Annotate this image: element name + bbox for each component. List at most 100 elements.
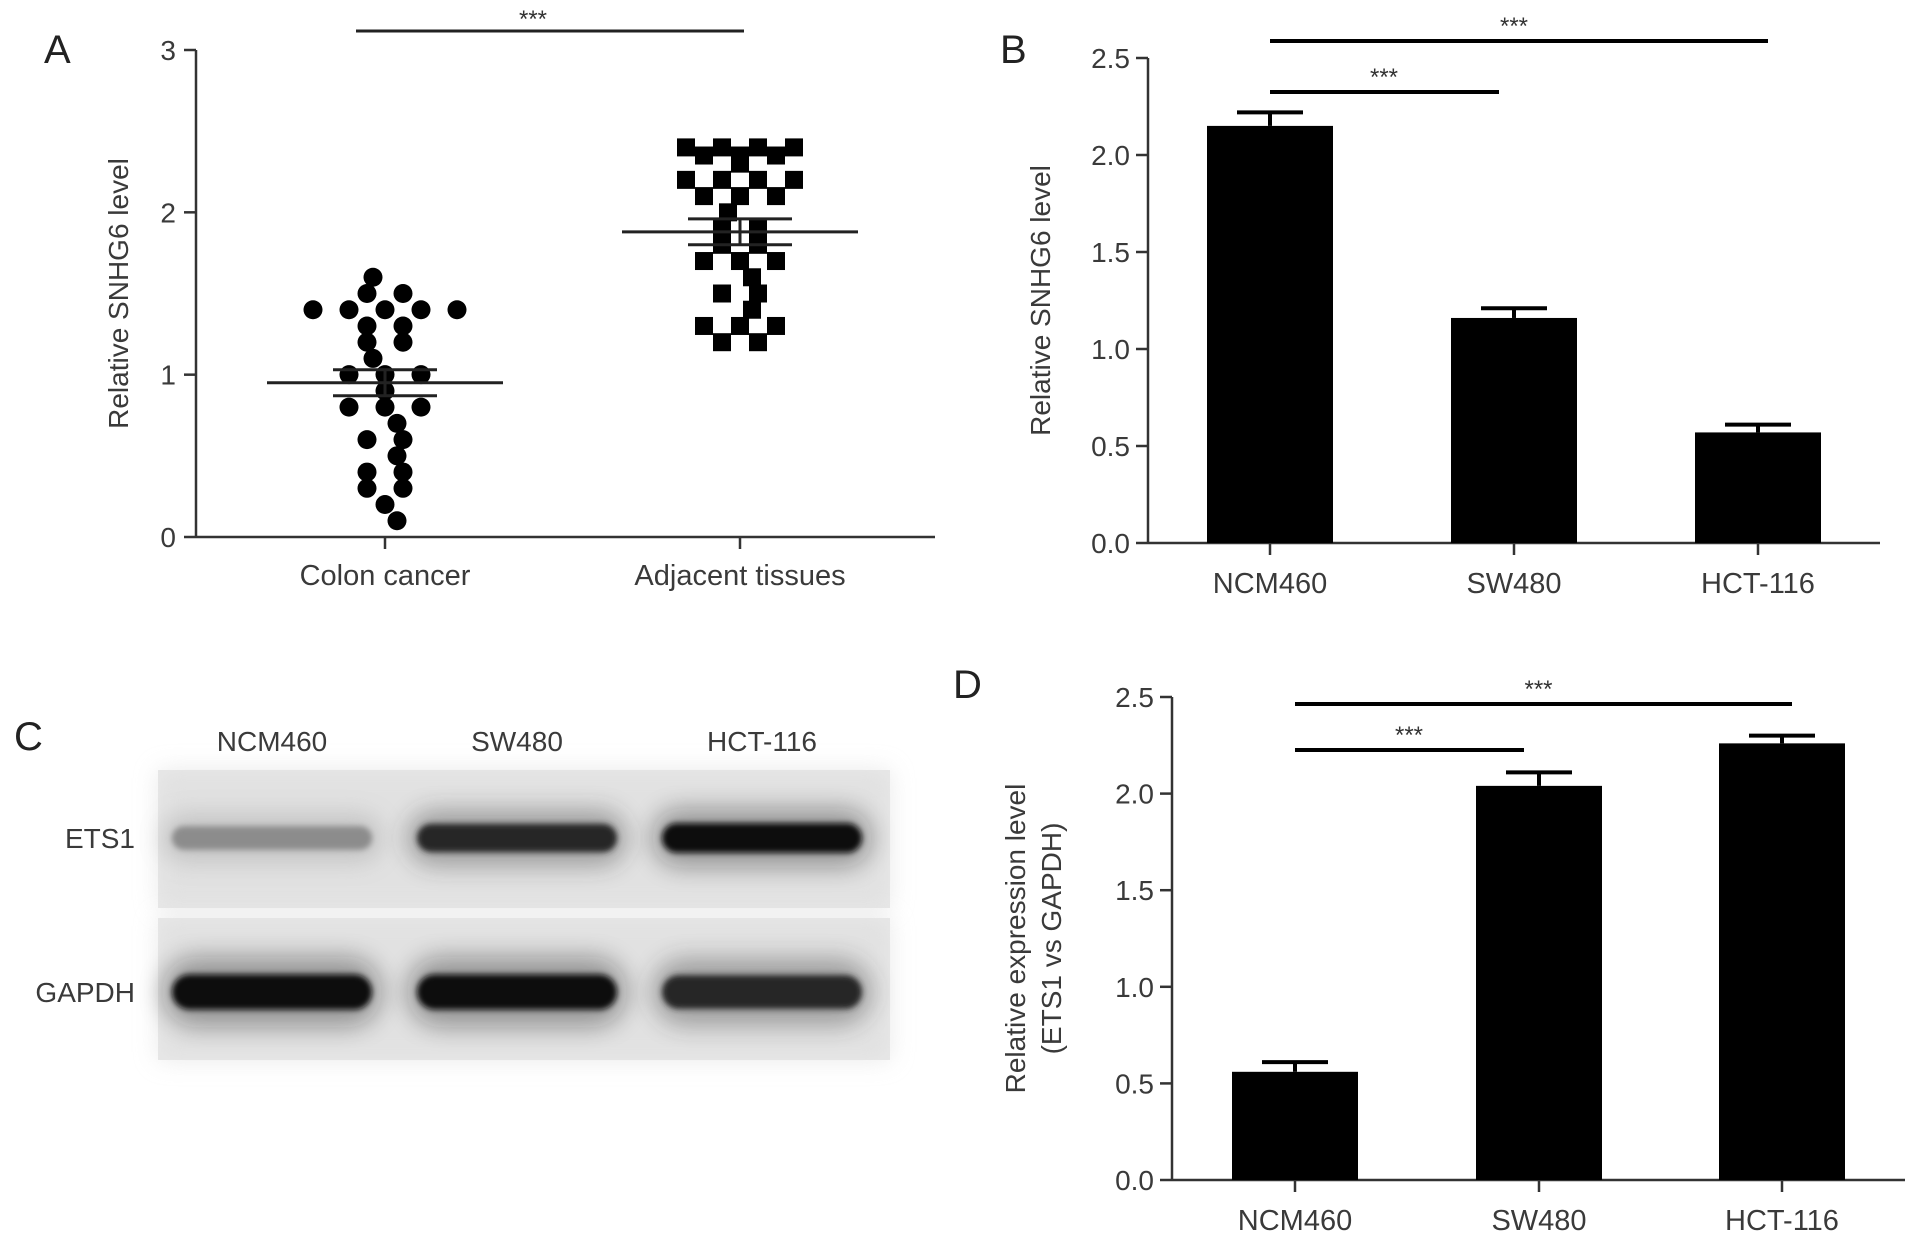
data-point-square bbox=[713, 219, 731, 238]
significance-stars: *** bbox=[1524, 676, 1552, 703]
bar bbox=[1476, 785, 1602, 1180]
data-point-square bbox=[749, 284, 767, 303]
y-tick-label: 2.0 bbox=[1091, 140, 1130, 171]
bar bbox=[1695, 432, 1821, 543]
panel-a-scatter-chart: 0 1 2 3 Colon cancer Adjacent tissues Relative… bbox=[103, 6, 935, 592]
data-point-circle bbox=[303, 300, 323, 320]
data-point-circle bbox=[411, 397, 431, 417]
x-tick-label: SW480 bbox=[1466, 568, 1561, 600]
panel-d-bar-chart: 0.0 0.5 1.0 1.5 2.0 2.5 NCM460 SW480 HCT-116 *** *… bbox=[1000, 676, 1905, 1237]
y-tick-label: 1.5 bbox=[1115, 875, 1154, 906]
data-point-circle bbox=[339, 397, 359, 417]
data-point-circle bbox=[375, 495, 395, 515]
data-point-square bbox=[713, 333, 731, 352]
data-point-circle bbox=[375, 300, 395, 320]
data-point-square bbox=[713, 138, 731, 157]
data-point-circle bbox=[393, 462, 413, 482]
significance-stars: *** bbox=[1395, 722, 1423, 749]
x-tick-label: Colon cancer bbox=[300, 560, 471, 592]
data-point-circle bbox=[411, 300, 431, 320]
data-point-circle bbox=[357, 462, 377, 482]
panel-label-b: B bbox=[1000, 28, 1027, 72]
data-point-square bbox=[719, 203, 737, 222]
data-point-square bbox=[749, 170, 767, 189]
y-tick-label: 0.0 bbox=[1091, 528, 1130, 559]
lane-label: HCT-116 bbox=[707, 726, 817, 757]
protein-band bbox=[417, 974, 617, 1010]
x-tick-label: HCT-116 bbox=[1701, 568, 1815, 600]
data-point-circle bbox=[363, 348, 383, 368]
protein-band bbox=[417, 823, 617, 853]
data-point-circle bbox=[387, 446, 407, 466]
protein-band bbox=[662, 975, 862, 1009]
data-point-square bbox=[785, 170, 803, 189]
y-tick-label: 2 bbox=[160, 197, 176, 228]
y-tick-label: 0.5 bbox=[1091, 431, 1130, 462]
x-tick-label: SW480 bbox=[1491, 1205, 1586, 1237]
x-tick-label: Adjacent tissues bbox=[634, 560, 845, 592]
data-point-square bbox=[695, 252, 713, 271]
protein-band bbox=[662, 823, 862, 853]
data-point-square bbox=[731, 154, 749, 173]
lane-label: NCM460 bbox=[217, 726, 327, 757]
blot-row-label: GAPDH bbox=[35, 977, 135, 1008]
significance-stars: *** bbox=[1370, 64, 1398, 91]
y-tick-label: 1.0 bbox=[1091, 334, 1130, 365]
data-point-circle bbox=[393, 332, 413, 352]
data-point-square bbox=[749, 219, 767, 238]
data-point-square bbox=[677, 138, 695, 157]
y-tick-label: 1 bbox=[160, 360, 176, 391]
data-point-square bbox=[695, 187, 713, 206]
significance-stars: *** bbox=[1500, 13, 1528, 40]
data-point-square bbox=[731, 187, 749, 206]
y-tick-label: 0.5 bbox=[1115, 1068, 1154, 1099]
data-point-circle bbox=[357, 332, 377, 352]
y-tick-label: 0 bbox=[160, 522, 176, 553]
x-tick-label: HCT-116 bbox=[1725, 1205, 1839, 1237]
y-axis-label: Relative SNHG6 level bbox=[1025, 165, 1056, 436]
data-point-square bbox=[713, 170, 731, 189]
y-tick-label: 0.0 bbox=[1115, 1165, 1154, 1196]
data-point-circle bbox=[363, 267, 383, 287]
panel-c-western-blot: NCM460 SW480 HCT-116 ETS1 GAPDH bbox=[35, 726, 890, 1060]
x-tick-label: NCM460 bbox=[1213, 568, 1327, 600]
data-point-circle bbox=[393, 478, 413, 498]
data-point-square bbox=[731, 316, 749, 335]
data-point-circle bbox=[339, 300, 359, 320]
panel-label-c: C bbox=[14, 715, 43, 759]
data-point-circle bbox=[447, 300, 467, 320]
data-point-circle bbox=[393, 316, 413, 336]
data-point-square bbox=[743, 268, 761, 287]
data-point-square bbox=[677, 170, 695, 189]
data-point-circle bbox=[375, 397, 395, 417]
data-point-circle bbox=[387, 511, 407, 531]
data-point-circle bbox=[393, 284, 413, 303]
data-point-square bbox=[731, 252, 749, 271]
panel-b-bar-chart: 0.0 0.5 1.0 1.5 2.0 2.5 NCM460 SW480 HCT-116 *** *… bbox=[1025, 13, 1880, 600]
panel-label-d: D bbox=[953, 663, 982, 707]
data-point-square bbox=[767, 252, 785, 271]
data-point-circle bbox=[357, 316, 377, 336]
bar bbox=[1719, 743, 1845, 1180]
bar bbox=[1207, 125, 1333, 544]
data-point-circle bbox=[357, 284, 377, 303]
significance-stars: *** bbox=[519, 6, 547, 33]
y-tick-label: 2.5 bbox=[1091, 43, 1130, 74]
data-point-circle bbox=[357, 430, 377, 450]
data-point-square bbox=[749, 138, 767, 157]
bar bbox=[1451, 317, 1577, 543]
data-point-circle bbox=[387, 413, 407, 433]
data-point-square bbox=[749, 333, 767, 352]
protein-band bbox=[172, 826, 372, 850]
lane-label: SW480 bbox=[471, 726, 563, 757]
data-point-square bbox=[785, 138, 803, 157]
y-axis-label: Relative SNHG6 level bbox=[103, 158, 134, 429]
protein-band bbox=[172, 974, 372, 1010]
bar bbox=[1232, 1071, 1358, 1180]
data-point-square bbox=[695, 316, 713, 335]
y-axis-label: Relative expression level bbox=[1000, 784, 1031, 1094]
blot-row-label: ETS1 bbox=[65, 823, 135, 854]
data-point-square bbox=[743, 300, 761, 319]
y-tick-label: 2.5 bbox=[1115, 682, 1154, 713]
